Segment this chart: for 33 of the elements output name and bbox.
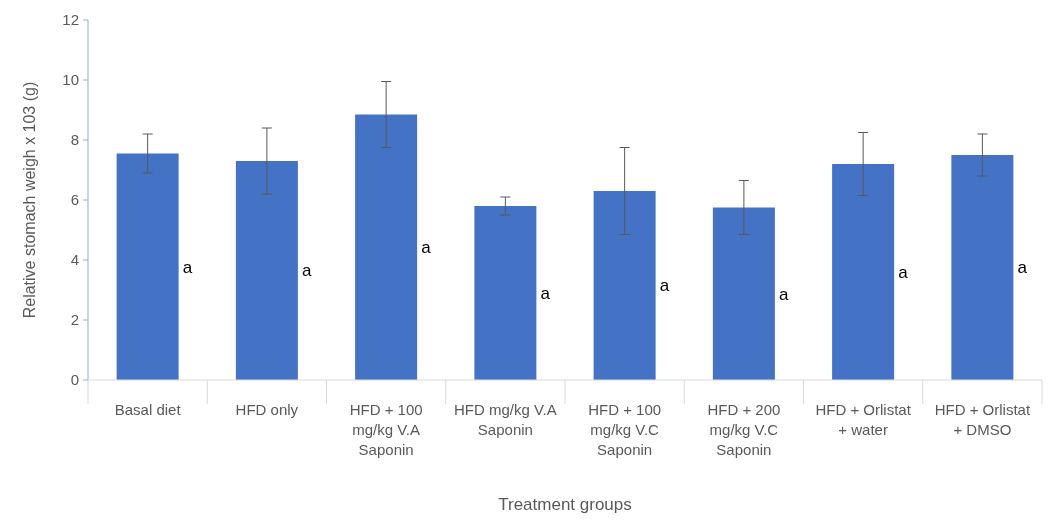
annotation: a [421,238,432,258]
x-tick-label: HFD + Orlistat + DMSO [934,401,1031,438]
annotation: a [659,276,670,296]
y-tick-label: 8 [70,131,79,149]
x-tick-label: HFD + 100 mg/kg V.C Saponin [588,401,662,458]
bar [593,191,656,380]
bar [951,155,1014,380]
x-tick-label: HFD mg/kg V.A Saponin [453,401,557,438]
x-tick-label: HFD + 100 mg/kg V.A Saponin [349,401,423,458]
annotation: a [182,257,193,277]
annotation: a [540,283,551,303]
y-tick-label: 0 [70,371,79,389]
x-tick-label: HFD + 200 mg/kg V.C Saponin [707,401,781,458]
bar [116,153,179,380]
x-axis-title: Treatment groups [498,495,632,514]
y-axis-title: Relative stomach weigh x 103 (g) [21,81,38,319]
annotation: a [778,284,789,304]
annotation: a [1017,258,1028,278]
y-tick-label: 10 [62,71,79,89]
x-tick-label: HFD only [235,401,299,418]
bar [712,207,775,380]
y-tick-label: 12 [62,11,79,29]
bar [474,206,537,380]
x-tick-label: Basal diet [114,401,182,418]
y-tick-label: 6 [70,191,79,209]
bar [355,114,418,380]
x-tick-label: HFD + Orlistat + water [815,401,912,438]
bar [832,164,895,380]
annotation: a [898,262,909,282]
y-tick-label: 4 [70,251,79,269]
annotation: a [301,261,312,281]
bar [235,161,298,380]
y-tick-label: 2 [70,311,79,329]
